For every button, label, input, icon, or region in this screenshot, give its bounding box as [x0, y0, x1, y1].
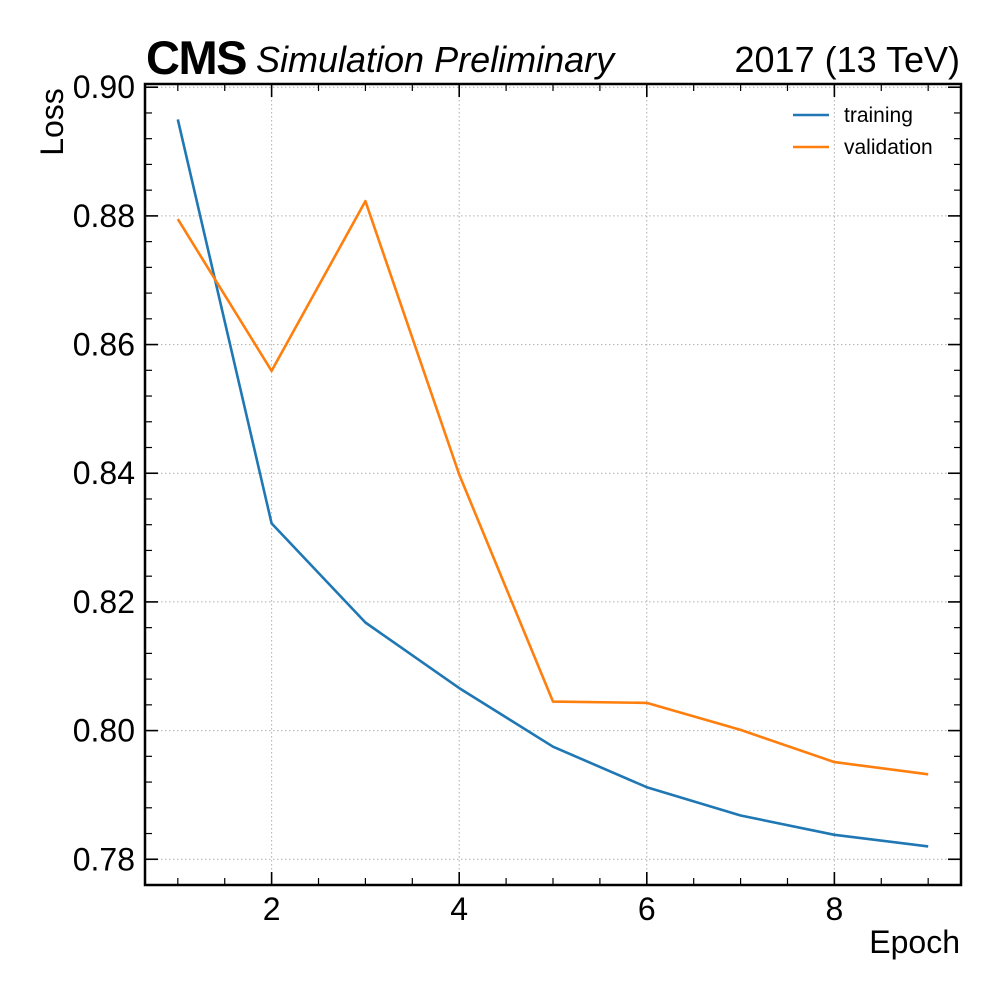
- x-tick-label: 4: [450, 891, 468, 927]
- validation-series-line: [176, 199, 929, 776]
- y-tick-label: 0.82: [73, 584, 135, 620]
- y-tick-label: 0.88: [73, 198, 135, 234]
- validation-legend-label: validation: [844, 136, 933, 159]
- x-tick-label: 8: [825, 891, 843, 927]
- y-tick-label: 0.84: [73, 455, 135, 491]
- lumi-label: 2017 (13 TeV): [734, 39, 961, 80]
- y-tick-label: 0.90: [73, 69, 135, 105]
- status-label: Simulation Preliminary: [256, 39, 615, 80]
- tick-labels: 2 4 6 8 0.78 0.80 0.82 0.84 0.86 0.88 0.90: [73, 69, 844, 927]
- legend: training validation: [793, 104, 933, 159]
- x-axis-label: Epoch: [869, 924, 960, 960]
- training-series-line: [176, 119, 929, 848]
- experiment-label: CMS: [146, 31, 247, 84]
- plot-frame: [143, 82, 963, 887]
- y-tick-label: 0.86: [73, 327, 135, 363]
- series-lines: [176, 119, 929, 848]
- y-tick-label: 0.80: [73, 713, 135, 749]
- training-legend-label: training: [844, 104, 913, 127]
- y-tick-label: 0.78: [73, 841, 135, 877]
- x-tick-label: 6: [638, 891, 656, 927]
- y-axis-label: Loss: [34, 88, 70, 156]
- axis-ticks: [145, 84, 961, 886]
- grid: [145, 84, 961, 885]
- x-tick-label: 2: [263, 891, 281, 927]
